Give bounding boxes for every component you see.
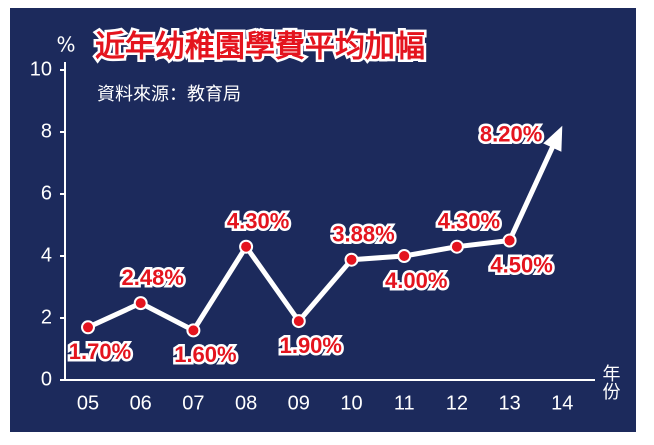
y-tick-label: 6 <box>41 182 52 204</box>
point <box>186 323 201 338</box>
point <box>397 249 412 263</box>
chart-subtitle: 資料來源：教育局 <box>97 84 241 105</box>
x-tick-label: 14 <box>551 392 573 414</box>
line <box>86 139 558 333</box>
y-tick-label: 4 <box>41 244 52 266</box>
y-tick-label: 2 <box>41 306 52 328</box>
chart-title: 近年幼稚園學費平均加幅 <box>95 30 425 65</box>
point <box>449 239 464 254</box>
point <box>239 239 254 254</box>
arrow-head <box>543 125 563 152</box>
data-label: 4.00% <box>385 268 447 293</box>
x-tick-label: 07 <box>182 392 204 414</box>
y-tick-label: 0 <box>41 368 52 390</box>
data-label: 1.60% <box>174 342 236 367</box>
data-label: 4.30% <box>438 209 500 234</box>
point <box>344 252 359 267</box>
y-tick-label: 10 <box>30 58 52 80</box>
point <box>291 314 306 329</box>
data-label: 8.20% <box>480 122 542 147</box>
y-tick-label: 8 <box>41 120 52 142</box>
data-label: 4.30% <box>227 209 289 234</box>
x-tick-label: 12 <box>446 392 468 414</box>
x-tick-label: 05 <box>77 392 99 414</box>
x-tick-label: 10 <box>340 392 362 414</box>
y-axis-label: % <box>56 33 75 57</box>
x-tick-label: 11 <box>394 392 415 414</box>
data-label: 1.70% <box>69 339 131 364</box>
x-tick-label: 06 <box>130 392 152 414</box>
point <box>133 296 148 311</box>
x-axis-label: 年份 <box>600 364 621 400</box>
x-tick-label: 13 <box>498 392 520 414</box>
data-label: 2.48% <box>122 265 184 290</box>
data-label: 4.50% <box>490 252 552 277</box>
data-label: 1.90% <box>280 333 342 358</box>
point <box>502 233 517 248</box>
data-label: 3.88% <box>332 222 394 247</box>
x-tick-label: 09 <box>288 392 310 414</box>
x-tick-label: 08 <box>235 392 257 414</box>
point <box>81 320 95 335</box>
background <box>10 8 636 432</box>
